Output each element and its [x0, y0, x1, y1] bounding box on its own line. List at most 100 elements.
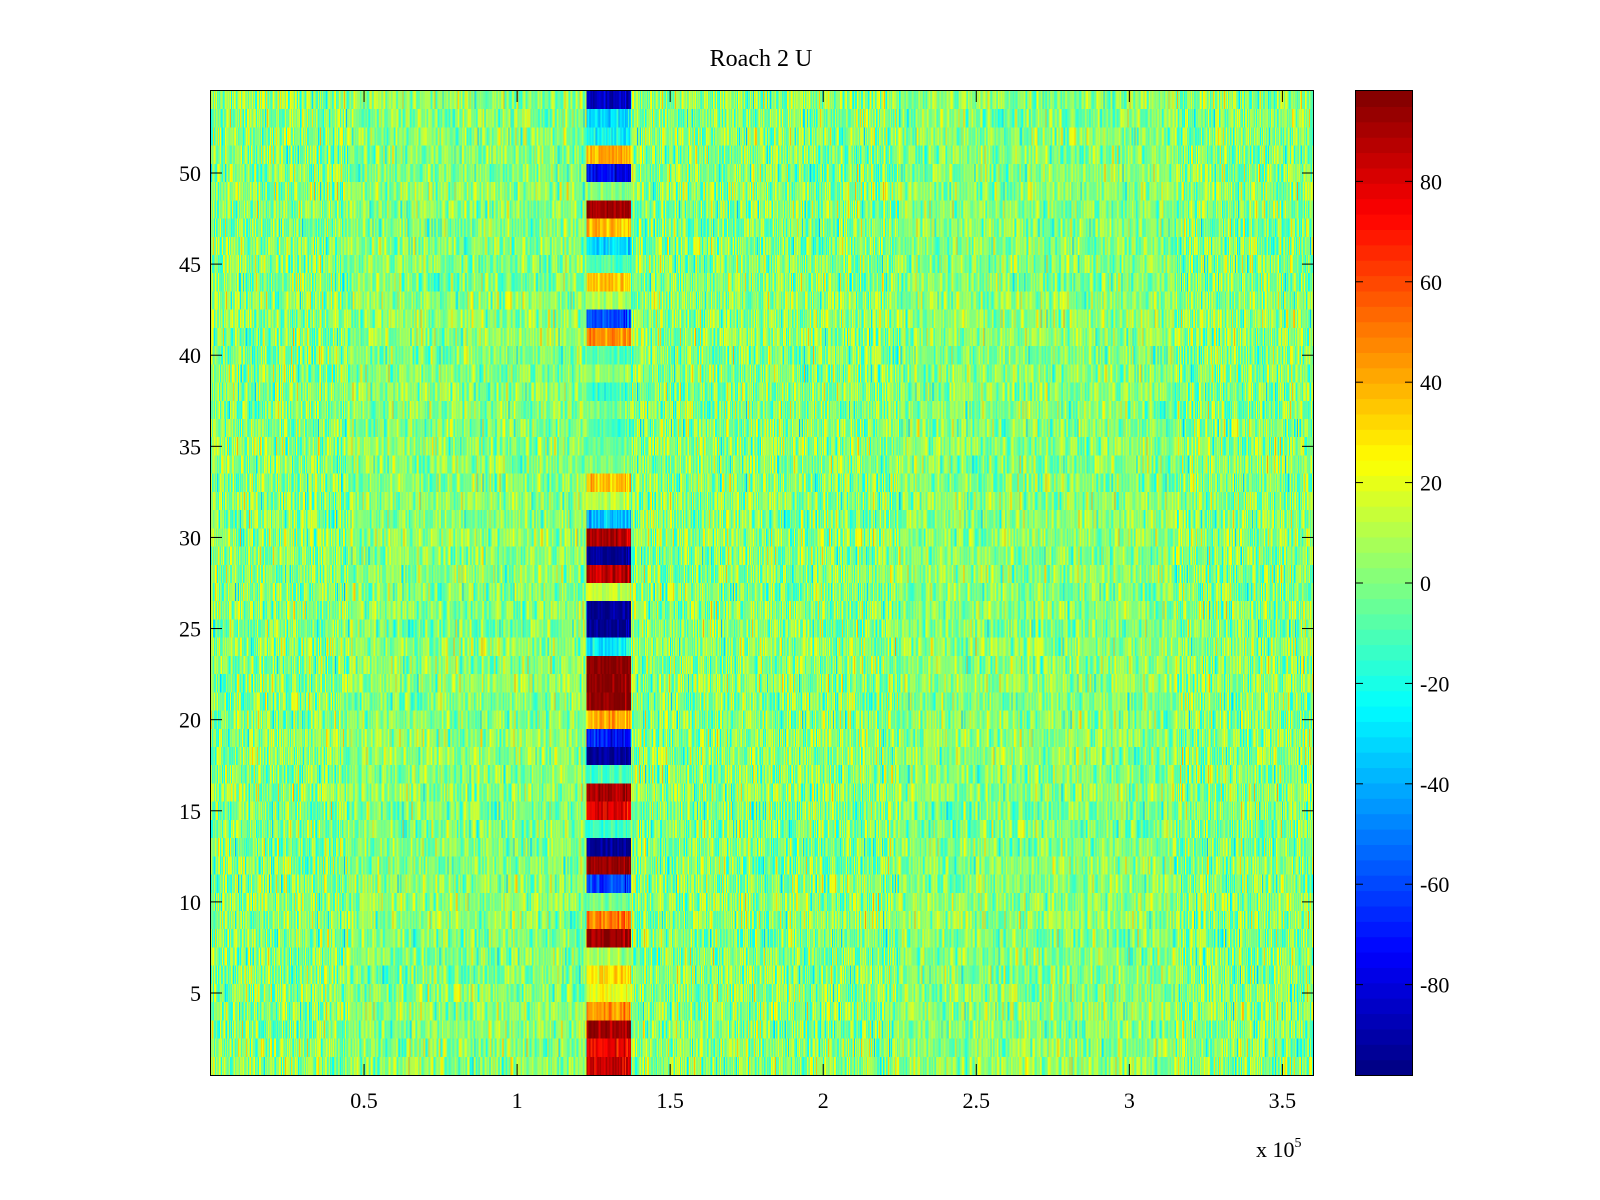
colorbar-segment [1356, 552, 1412, 569]
colorbar-segment [1356, 167, 1412, 184]
y-tick-label: 30 [179, 525, 201, 550]
colorbar-segment [1356, 844, 1412, 861]
colorbar-ticks: 80 60 40 20 0 -20 -40 -60 -80 [1356, 169, 1449, 998]
colorbar-segment [1356, 583, 1412, 599]
colorbar-segment [1356, 260, 1412, 277]
heatmap-cells [211, 91, 1313, 1075]
colorbar-segment [1356, 982, 1412, 999]
colorbar-segment [1356, 1028, 1412, 1045]
colorbar-segment [1356, 1044, 1412, 1061]
colorbar-segment [1356, 383, 1412, 400]
colorbar-segment [1356, 875, 1412, 892]
colorbar-segment [1356, 198, 1412, 215]
colorbar-tick-label: 60 [1420, 270, 1442, 295]
colorbar-segment [1356, 137, 1412, 154]
colorbar-segment [1356, 767, 1412, 784]
colorbar-segment [1356, 659, 1412, 676]
colorbar-tick-label: 20 [1420, 471, 1442, 496]
colorbar-segment [1356, 706, 1412, 722]
colorbar-segment [1356, 521, 1412, 538]
colorbar-segment [1356, 1013, 1412, 1030]
colorbar-segment [1356, 890, 1412, 907]
y-tick-label: 10 [179, 890, 201, 915]
colorbar-segment [1356, 490, 1412, 507]
colorbar-segment [1356, 782, 1412, 799]
colorbar-segment [1356, 1059, 1412, 1076]
colorbar-segment [1356, 106, 1412, 123]
colorbar-tick-label: 0 [1420, 571, 1431, 596]
colorbar-segment [1356, 736, 1412, 753]
colorbar-segment [1356, 644, 1412, 661]
colorbar-segment [1356, 429, 1412, 446]
y-tick-label: 5 [190, 981, 201, 1006]
colorbar-segment [1356, 229, 1412, 246]
y-tick-label: 15 [179, 799, 201, 824]
colorbar-segment [1356, 460, 1412, 476]
colorbar-segment [1356, 752, 1412, 769]
colorbar-segment [1356, 859, 1412, 876]
x-tick-label: 0.5 [350, 1088, 378, 1113]
colorbar-segment [1356, 398, 1412, 415]
colorbar-segment [1356, 306, 1412, 323]
colorbar-tick-label: 80 [1420, 169, 1442, 194]
chart-title: Roach 2 U [710, 46, 813, 72]
colorbar-segment [1356, 275, 1412, 292]
plot-frame [210, 90, 1314, 1076]
colorbar-segment [1356, 613, 1412, 630]
colorbar-segment [1356, 829, 1412, 845]
colorbar-segment [1356, 967, 1412, 984]
colorbar-segments [1356, 91, 1412, 1076]
colorbar-segment [1356, 506, 1412, 523]
colorbar-segment [1356, 952, 1412, 968]
y-axis-ticks: 5 10 15 20 25 30 35 40 45 50 [179, 161, 1313, 1006]
x-multiplier-base: x 10 [1256, 1137, 1295, 1162]
x-multiplier-exponent: 5 [1295, 1136, 1302, 1151]
colorbar: 80 60 40 20 0 -20 -40 -60 -80 [1355, 90, 1449, 1076]
colorbar-segment [1356, 798, 1412, 815]
colorbar-segment [1356, 91, 1412, 107]
colorbar-segment [1356, 475, 1412, 492]
y-tick-label: 25 [179, 617, 201, 642]
colorbar-segment [1356, 352, 1412, 369]
x-axis-ticks: 0.5 1 1.5 2 2.5 3 3.5 [350, 91, 1296, 1113]
colorbar-segment [1356, 629, 1412, 646]
x-tick-label: 2 [818, 1088, 829, 1113]
colorbar-tick-label: -60 [1420, 872, 1449, 897]
colorbar-segment [1356, 367, 1412, 384]
colorbar-segment [1356, 214, 1412, 230]
colorbar-segment [1356, 936, 1412, 953]
heatmap-image [211, 91, 1313, 1075]
x-tick-label: 3 [1124, 1088, 1135, 1113]
x-tick-label: 3.5 [1269, 1088, 1297, 1113]
colorbar-frame [1355, 90, 1413, 1076]
colorbar-segment [1356, 598, 1412, 615]
x-axis-multiplier: x 105 [1256, 1136, 1302, 1162]
colorbar-segment [1356, 290, 1412, 307]
colorbar-segment [1356, 444, 1412, 461]
colorbar-segment [1356, 244, 1412, 261]
colorbar-segment [1356, 121, 1412, 138]
y-tick-label: 50 [179, 161, 201, 186]
y-tick-label: 20 [179, 708, 201, 733]
colorbar-segment [1356, 721, 1412, 738]
colorbar-tick-label: -80 [1420, 973, 1449, 998]
x-tick-label: 2.5 [963, 1088, 991, 1113]
colorbar-segment [1356, 690, 1412, 707]
colorbar-segment [1356, 998, 1412, 1015]
colorbar-segment [1356, 413, 1412, 430]
x-tick-label: 1 [512, 1088, 523, 1113]
colorbar-segment [1356, 536, 1412, 553]
y-tick-label: 45 [179, 252, 201, 277]
colorbar-segment [1356, 567, 1412, 584]
colorbar-tick-label: -20 [1420, 671, 1449, 696]
colorbar-segment [1356, 905, 1412, 922]
colorbar-segment [1356, 675, 1412, 692]
colorbar-segment [1356, 321, 1412, 338]
colorbar-tick-label: -40 [1420, 772, 1449, 797]
x-tick-label: 1.5 [656, 1088, 684, 1113]
colorbar-segment [1356, 183, 1412, 200]
colorbar-tick-label: 40 [1420, 370, 1442, 395]
colorbar-segment [1356, 813, 1412, 830]
colorbar-segment [1356, 337, 1412, 353]
